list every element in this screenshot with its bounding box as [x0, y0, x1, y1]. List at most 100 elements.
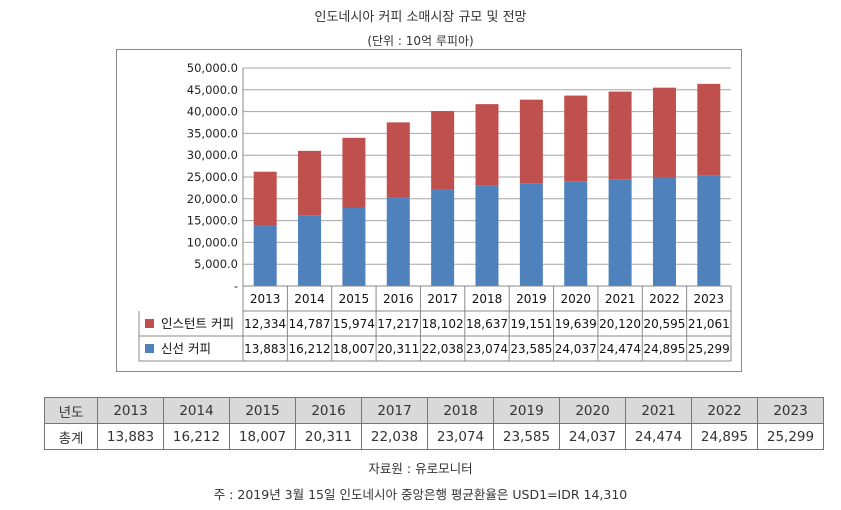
- bar-instant-coffee: [697, 83, 721, 176]
- legend-swatch: [145, 344, 154, 353]
- x-tick-label: 2014: [294, 292, 325, 306]
- bar-fresh-coffee: [342, 207, 366, 286]
- table-value-cell: 13,883: [97, 423, 164, 450]
- total-table: 년도 2013 2014 2015 2016 2017 2018 2019 2020 2021 2…: [44, 397, 824, 450]
- legend-swatch: [145, 319, 154, 328]
- chart-title: 인도네시아 커피 소매시장 규모 및 전망: [314, 10, 527, 25]
- y-tick-label: 30,000.0: [187, 148, 238, 162]
- y-tick-label: 40,000.0: [187, 105, 238, 119]
- table-value-cell: 23,585: [493, 423, 560, 450]
- exchange-rate-note: 주 : 2019년 3월 15일 인도네시아 중앙은행 평균환율은 USD1=I…: [213, 487, 628, 502]
- data-label: 21,061: [688, 317, 730, 331]
- table-value-cell: 23,074: [427, 423, 494, 450]
- table-value-cell: 20,311: [295, 423, 362, 450]
- table-year-cell: 2014: [163, 397, 230, 424]
- table-year-cell: 2017: [361, 397, 428, 424]
- bar-instant-coffee: [431, 110, 455, 190]
- y-tick-label: 25,000.0: [187, 170, 238, 184]
- table-value-cell: 24,037: [559, 423, 626, 450]
- x-tick-label: 2021: [605, 292, 636, 306]
- bar-fresh-coffee: [475, 185, 499, 286]
- bar-instant-coffee: [342, 137, 366, 208]
- bar-fresh-coffee: [298, 215, 322, 286]
- data-label: 20,311: [377, 342, 419, 356]
- bar-instant-coffee: [608, 91, 632, 180]
- x-tick-label: 2019: [516, 292, 547, 306]
- table-year-cell: 2023: [757, 397, 824, 424]
- bar-fresh-coffee: [386, 197, 410, 286]
- table-year-cell: 2013: [97, 397, 164, 424]
- data-label: 13,883: [244, 342, 286, 356]
- chart-svg: - 5,000.0 10,000.0 15,000.0 20,000.0 25,000.0…: [138, 61, 732, 362]
- table-value-cell: 24,474: [625, 423, 692, 450]
- data-label: 18,007: [333, 342, 375, 356]
- bar-instant-coffee: [652, 87, 676, 178]
- data-label: 12,334: [244, 317, 286, 331]
- table-header-label: 년도: [44, 397, 98, 424]
- chart-area: - 5,000.0 10,000.0 15,000.0 20,000.0 25,000.0…: [116, 49, 742, 372]
- data-label: 17,217: [377, 317, 419, 331]
- y-tick-label: 20,000.0: [187, 192, 238, 206]
- table-value-cell: 24,895: [691, 423, 758, 450]
- data-label: 19,151: [510, 317, 552, 331]
- data-label: 14,787: [289, 317, 331, 331]
- x-tick-label: 2017: [427, 292, 458, 306]
- table-year-cell: 2021: [625, 397, 692, 424]
- data-label: 24,037: [555, 342, 597, 356]
- data-label: 18,102: [422, 317, 464, 331]
- y-tick-label: 5,000.0: [194, 257, 238, 271]
- table-year-cell: 2018: [427, 397, 494, 424]
- x-tick-label: 2013: [250, 292, 281, 306]
- bar-fresh-coffee: [519, 183, 543, 286]
- x-tick-label: 2016: [383, 292, 414, 306]
- data-label: 18,637: [466, 317, 508, 331]
- table-year-cell: 2016: [295, 397, 362, 424]
- table-year-cell: 2020: [559, 397, 626, 424]
- data-label: 20,120: [599, 317, 641, 331]
- bar-fresh-coffee: [431, 189, 455, 286]
- table-year-cell: 2015: [229, 397, 296, 424]
- x-tick-label: 2018: [472, 292, 503, 306]
- x-tick-label: 2023: [694, 292, 725, 306]
- bar-instant-coffee: [519, 99, 543, 184]
- x-tick-label: 2020: [560, 292, 591, 306]
- x-tick-label: 2015: [339, 292, 370, 306]
- chart-unit: (단위 : 10억 루피아): [367, 34, 474, 48]
- data-label: 19,639: [555, 317, 597, 331]
- data-label: 20,595: [643, 317, 685, 331]
- table-row-label: 총계: [44, 423, 98, 450]
- table-value-cell: 22,038: [361, 423, 428, 450]
- bar-fresh-coffee: [253, 225, 277, 286]
- y-tick-label: 15,000.0: [187, 214, 238, 228]
- table-value-cell: 16,212: [163, 423, 230, 450]
- data-label: 25,299: [688, 342, 730, 356]
- table-year-cell: 2022: [691, 397, 758, 424]
- table-year-cell: 2019: [493, 397, 560, 424]
- bar-fresh-coffee: [697, 175, 721, 286]
- y-tick-label: 10,000.0: [187, 235, 238, 249]
- y-tick-label: 35,000.0: [187, 126, 238, 140]
- bar-fresh-coffee: [564, 181, 588, 286]
- data-label: 24,895: [643, 342, 685, 356]
- bar-fresh-coffee: [608, 179, 632, 286]
- data-label: 16,212: [289, 342, 331, 356]
- bar-instant-coffee: [253, 171, 277, 226]
- data-label: 24,474: [599, 342, 641, 356]
- table-value-row: 총계 13,883 16,212 18,007 20,311 22,038 23,074 2…: [44, 423, 824, 450]
- data-label: 15,974: [333, 317, 375, 331]
- bar-instant-coffee: [298, 150, 322, 216]
- y-tick-label: 45,000.0: [187, 83, 238, 97]
- bar-instant-coffee: [475, 104, 499, 186]
- y-tick-label: -: [234, 279, 238, 293]
- y-tick-label: 50,000.0: [187, 61, 238, 75]
- legend-label: 신선 커피: [161, 341, 211, 356]
- legend-label: 인스턴트 커피: [161, 316, 234, 331]
- data-label: 23,585: [510, 342, 552, 356]
- table-header-row: 년도 2013 2014 2015 2016 2017 2018 2019 2020 2021 2…: [44, 397, 824, 424]
- bar-fresh-coffee: [652, 177, 676, 286]
- source-note: 자료원 : 유로모니터: [368, 461, 473, 476]
- table-value-cell: 18,007: [229, 423, 296, 450]
- table-value-cell: 25,299: [757, 423, 824, 450]
- data-label: 23,074: [466, 342, 508, 356]
- data-label: 22,038: [422, 342, 464, 356]
